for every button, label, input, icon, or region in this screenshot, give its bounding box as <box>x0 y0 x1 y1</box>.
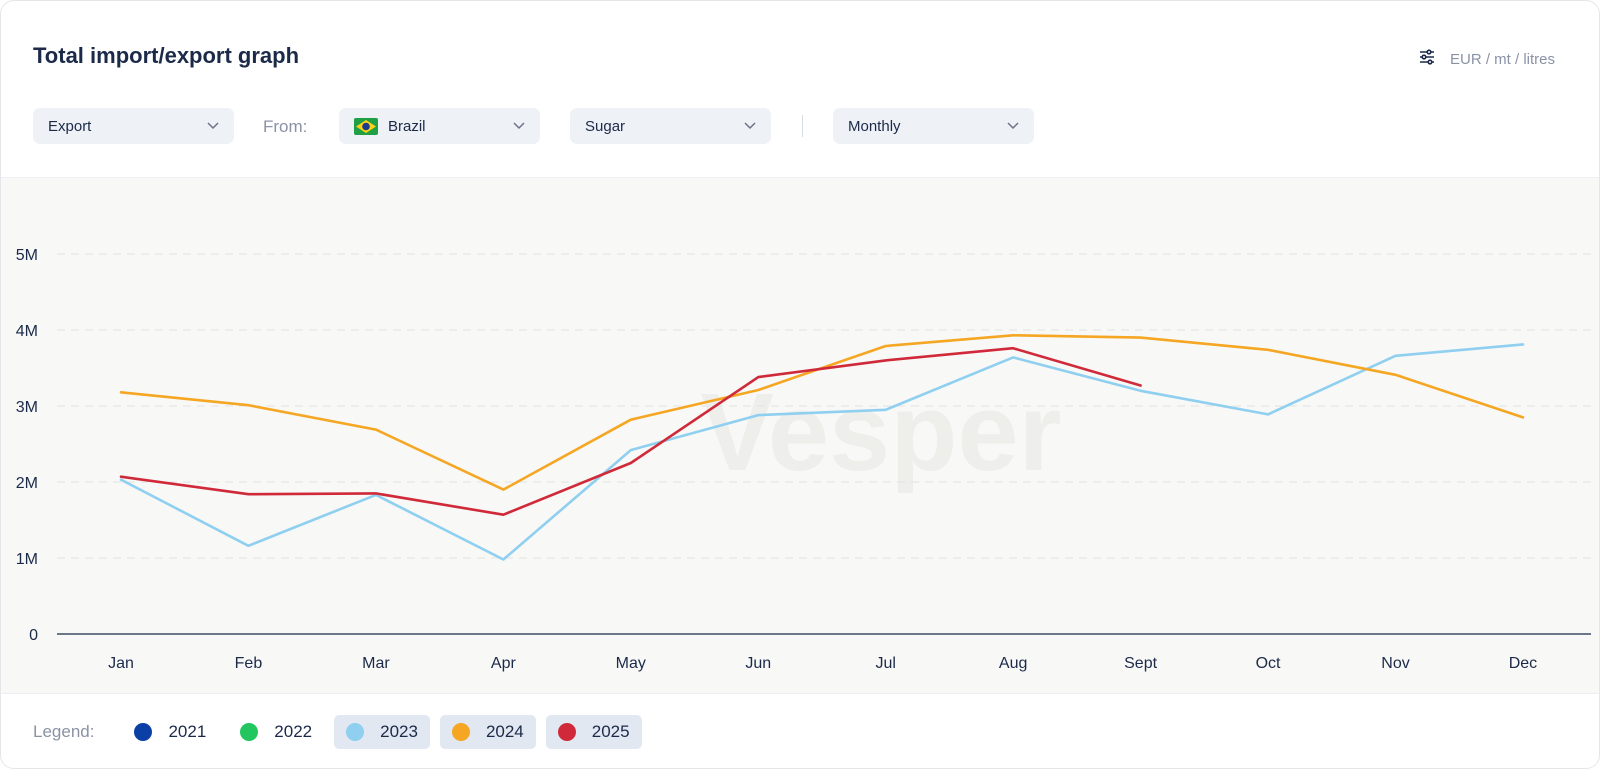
y-tick-label: 0 <box>29 627 38 644</box>
y-tick-label: 2M <box>16 475 38 492</box>
chevron-down-icon <box>744 122 756 130</box>
x-tick-label: Nov <box>1381 655 1409 672</box>
y-tick-label: 3M <box>16 399 38 416</box>
legend: Legend: 2021 2022 2023 2024 2025 <box>33 715 652 749</box>
x-tick-label: Sept <box>1124 655 1157 672</box>
chevron-down-icon <box>1007 122 1019 130</box>
legend-dot <box>346 723 365 741</box>
product-select-value: Sugar <box>585 117 626 135</box>
y-tick-label: 4M <box>16 323 38 340</box>
legend-item-label: 2023 <box>380 722 418 741</box>
legend-dot <box>134 723 153 741</box>
legend-item-2021[interactable]: 2021 <box>122 715 218 749</box>
legend-item-2022[interactable]: 2022 <box>228 715 324 749</box>
brazil-flag-icon <box>354 117 378 135</box>
series-line-2023 <box>119 343 1525 561</box>
x-tick-label: Oct <box>1256 655 1281 672</box>
legend-label: Legend: <box>33 722 95 741</box>
legend-item-label: 2021 <box>168 722 207 741</box>
x-tick-label: May <box>616 655 646 672</box>
filter-divider <box>802 115 803 137</box>
legend-dot <box>240 723 259 741</box>
x-tick-label: Aug <box>999 655 1027 672</box>
y-tick-label: 5M <box>16 247 38 264</box>
legend-dot <box>557 723 576 741</box>
watermark-text: Vesper <box>701 371 1062 494</box>
chevron-down-icon <box>207 122 219 130</box>
legend-item-label: 2024 <box>485 722 524 741</box>
page-title: Total import/export graph <box>33 43 300 68</box>
legend-item-label: 2022 <box>274 722 313 741</box>
period-select[interactable]: Monthly <box>833 108 1034 144</box>
flow-select[interactable]: Export <box>33 108 234 144</box>
x-tick-label: Jul <box>875 655 895 672</box>
series-line-2025 <box>119 346 1142 517</box>
country-select-value: Brazil <box>388 117 426 135</box>
legend-item-2023[interactable]: 2023 <box>334 715 430 749</box>
x-tick-label: Jun <box>745 655 771 672</box>
x-tick-label: Jan <box>108 655 134 672</box>
x-tick-label: Dec <box>1509 655 1537 672</box>
units-settings-button[interactable]: EUR / mt / litres <box>1418 48 1555 70</box>
chart-area: Vesper 0 1M 2M 3M 4M 5M Jan Feb Mar Apr May Jun Jul Au… <box>1 177 1599 694</box>
units-label: EUR / mt / litres <box>1449 50 1555 68</box>
x-tick-label: Mar <box>362 655 390 672</box>
y-tick-label: 1M <box>16 551 38 568</box>
period-select-value: Monthly <box>848 117 901 135</box>
legend-item-2024[interactable]: 2024 <box>439 715 536 749</box>
line-chart: Vesper 0 1M 2M 3M 4M 5M Jan Feb Mar Apr May Jun Jul Au… <box>16 247 1591 672</box>
flow-select-value: Export <box>48 117 92 135</box>
sliders-icon <box>1418 48 1436 70</box>
chevron-down-icon <box>513 122 525 130</box>
legend-items: 2021 2022 2023 2024 2025 <box>122 715 651 749</box>
x-tick-label: Feb <box>235 655 263 672</box>
legend-dot <box>451 723 470 741</box>
x-tick-label: Apr <box>491 655 517 672</box>
legend-item-2025[interactable]: 2025 <box>545 715 642 749</box>
product-select[interactable]: Sugar <box>570 108 771 144</box>
legend-item-label: 2025 <box>591 722 630 741</box>
from-label: From: <box>263 117 308 136</box>
country-select[interactable]: Brazil <box>339 108 540 144</box>
